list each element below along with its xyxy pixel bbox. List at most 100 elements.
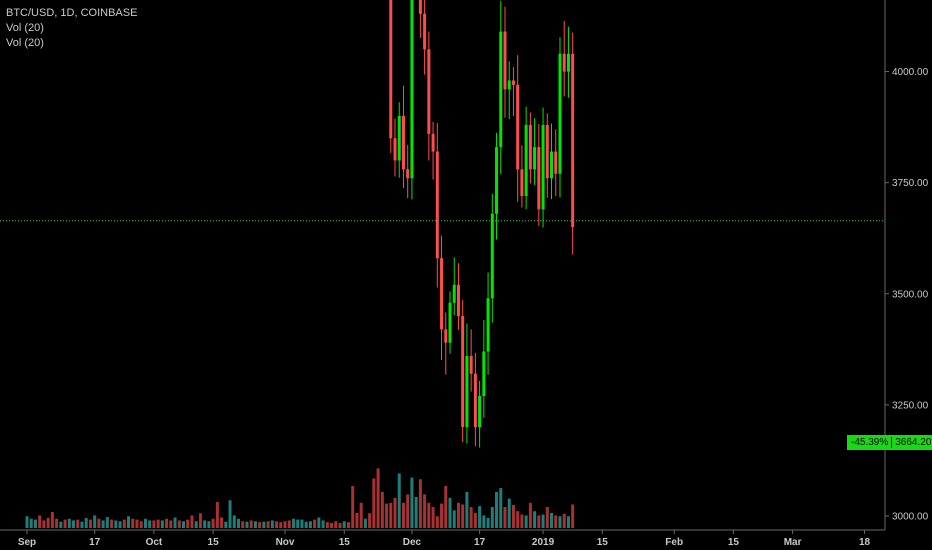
volume-bar [165,518,169,528]
volume-bar [224,521,228,528]
candle-body [524,124,528,197]
price-tick-label: 3750.00 [892,178,929,189]
volume-bar [304,521,308,528]
candle-body [410,0,414,179]
volume-bar [541,514,545,528]
volume-bar [182,521,186,528]
volume-bar [516,511,520,528]
time-tick-label: 15 [339,537,351,548]
time-tick-label: 15 [597,537,609,548]
candle-body [566,53,570,72]
volume-indicator-label-2[interactable]: Vol (20) [6,37,44,49]
volume-bar [169,520,173,528]
volume-bar [283,521,287,528]
volume-bar [143,518,147,528]
volume-bar [351,486,355,528]
volume-bar [321,520,325,528]
volume-bar [376,468,380,528]
volume-bar [135,519,139,528]
price-tick-label: 4000.00 [892,67,929,78]
symbol-label[interactable]: BTC/USD, 1D, COINBASE [6,7,138,19]
volume-bar [325,522,329,528]
candle-body [431,133,435,152]
volume-bar [486,517,490,528]
time-tick-label: Oct [146,537,163,548]
volume-bar [401,502,405,528]
volume-bar [42,520,46,528]
volume-bar [418,479,422,528]
candle-body [469,356,473,374]
volume-bar [270,520,274,528]
candle-body [499,31,503,148]
volume-bar [511,504,515,528]
volume-bar [507,498,511,528]
volume-bar [279,522,283,528]
volume-bar [482,515,486,528]
volume-bar [33,519,37,528]
volume-bar [363,518,367,528]
volume-bar [122,519,126,528]
time-tick-label: Dec [403,537,422,548]
volume-bar [266,521,270,528]
time-tick-label: Sep [18,537,36,548]
volume-bar [524,515,528,528]
candle-body [562,53,566,72]
volume-bar [397,473,401,528]
volume-bar [414,496,418,528]
volume-bar [338,522,342,528]
candle-body [490,213,494,299]
volume-bar [156,519,160,528]
volume-bar [232,515,236,528]
time-tick-label: Feb [665,537,683,548]
volume-bar [562,513,566,528]
candle-body [461,316,465,428]
volume-bar [503,507,507,528]
volume-bar [342,521,346,528]
time-tick-label: 17 [89,537,101,548]
volume-bar [499,488,503,528]
candle-body [486,298,490,352]
volume-bar [435,516,439,528]
candle-body [389,0,393,139]
volume-bar [67,518,71,528]
volume-indicator-label[interactable]: Vol (20) [6,22,44,34]
volume-bar [245,521,249,528]
candle-body [418,0,422,14]
volume-bar [346,522,350,528]
volume-bar [203,520,207,528]
candle-body [423,13,427,50]
candle-body [465,356,469,428]
volume-bar [220,517,224,528]
volume-bar [558,516,562,528]
volume-bar [490,507,494,528]
price-tick-label: 3250.00 [892,400,929,411]
volume-bar [473,512,477,528]
volume-bar [359,502,363,528]
candle-body [478,396,482,428]
candle-body [495,147,499,214]
volume-bar [194,521,198,528]
candle-body [537,147,541,210]
volume-bar [550,512,554,528]
candle-body [554,151,558,174]
volume-bar [520,514,524,528]
candle-body [444,329,448,343]
candle-body [440,258,444,330]
time-tick-label: Mar [784,537,802,548]
volume-bar [427,502,431,528]
volume-bar [287,520,291,528]
time-tick-label: 2019 [532,537,555,548]
volume-bar [334,521,338,528]
candle-body [541,124,545,210]
volume-bar [139,521,143,528]
volume-bar [114,520,118,528]
volume-bar [313,519,317,528]
volume-bar [393,497,397,528]
volume-bar [478,506,482,528]
volume-bar [88,519,92,528]
time-tick-label: 17 [474,537,486,548]
volume-bar [262,521,266,528]
candle-body [406,169,410,179]
